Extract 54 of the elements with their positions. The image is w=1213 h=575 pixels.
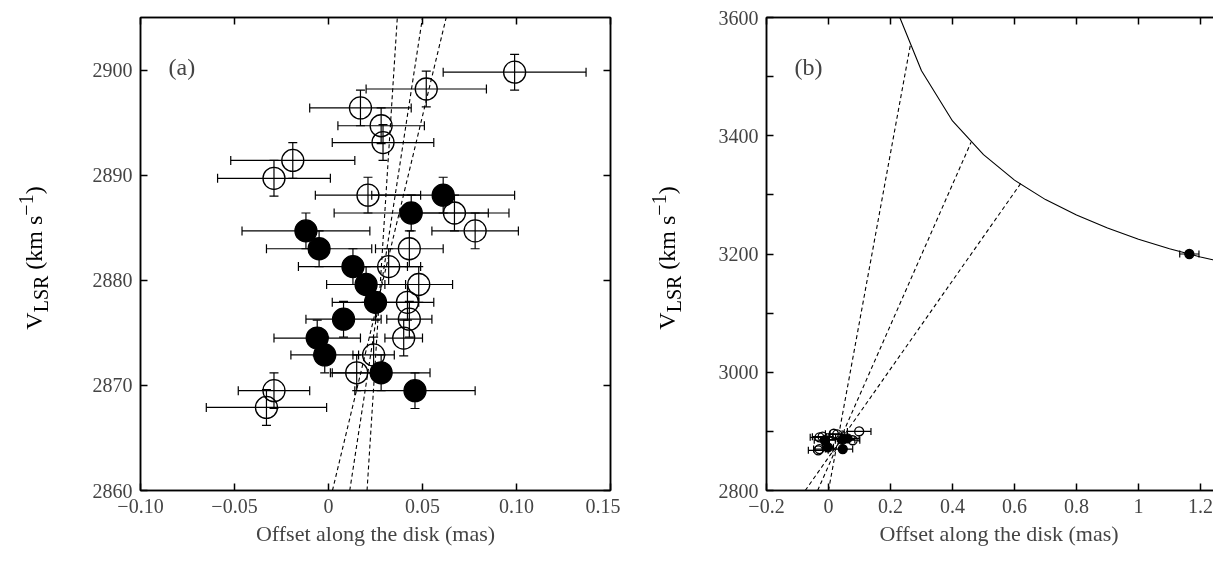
x-tick-label: 0.4 bbox=[940, 494, 965, 517]
point bbox=[397, 307, 421, 331]
y-tick-label: 2900 bbox=[92, 59, 133, 82]
point bbox=[837, 443, 848, 455]
point bbox=[331, 307, 356, 331]
point bbox=[361, 343, 386, 367]
point bbox=[463, 219, 487, 243]
x-tick-label: 1 bbox=[1133, 494, 1144, 517]
point bbox=[369, 361, 393, 385]
y-tick-label: 3000 bbox=[718, 361, 759, 384]
x-axis-title: Offset along the disk (mas) bbox=[255, 520, 496, 546]
y-tick-label: 2880 bbox=[92, 269, 133, 292]
point bbox=[392, 326, 416, 350]
x-tick-label: 0 bbox=[823, 494, 834, 517]
point bbox=[371, 130, 395, 155]
x-axis-title: Offset along the disk (mas) bbox=[879, 520, 1119, 546]
point bbox=[363, 290, 388, 314]
x-tick-label: 0.8 bbox=[1064, 494, 1089, 517]
point bbox=[356, 183, 380, 207]
point bbox=[431, 183, 455, 207]
point bbox=[348, 96, 373, 120]
x-tick-label: 0 bbox=[323, 494, 334, 517]
point bbox=[502, 60, 527, 84]
text: (a) bbox=[168, 53, 196, 80]
x-tick-label: 0.05 bbox=[405, 494, 440, 517]
point bbox=[407, 272, 431, 297]
y-tick-label: 3200 bbox=[718, 243, 759, 265]
x-tick-label: 0.2 bbox=[878, 494, 903, 517]
y-tick-label: 2890 bbox=[92, 164, 133, 187]
point bbox=[354, 272, 378, 297]
text: (b) bbox=[794, 53, 823, 80]
y-tick-label: 2870 bbox=[92, 374, 133, 397]
point bbox=[403, 379, 427, 403]
x-tick-label: 1.2 bbox=[1188, 494, 1213, 517]
point bbox=[294, 219, 318, 243]
point bbox=[854, 426, 865, 437]
point bbox=[369, 114, 393, 138]
x-tick-label: 0.6 bbox=[1002, 494, 1027, 517]
point bbox=[442, 201, 467, 225]
point bbox=[281, 148, 305, 173]
point bbox=[377, 254, 401, 279]
point bbox=[341, 254, 365, 279]
y-tick-label: 3400 bbox=[718, 124, 759, 147]
x-tick-label: 0.10 bbox=[499, 494, 534, 517]
x-tick-label: −0.05 bbox=[211, 494, 258, 517]
y-tick-label: 3600 bbox=[718, 6, 759, 29]
point bbox=[313, 343, 337, 367]
point bbox=[254, 395, 279, 420]
point bbox=[262, 379, 286, 403]
point bbox=[414, 77, 438, 101]
point bbox=[397, 237, 421, 261]
point bbox=[307, 237, 331, 261]
point bbox=[399, 201, 423, 225]
x-tick-label: 0.15 bbox=[585, 494, 621, 517]
